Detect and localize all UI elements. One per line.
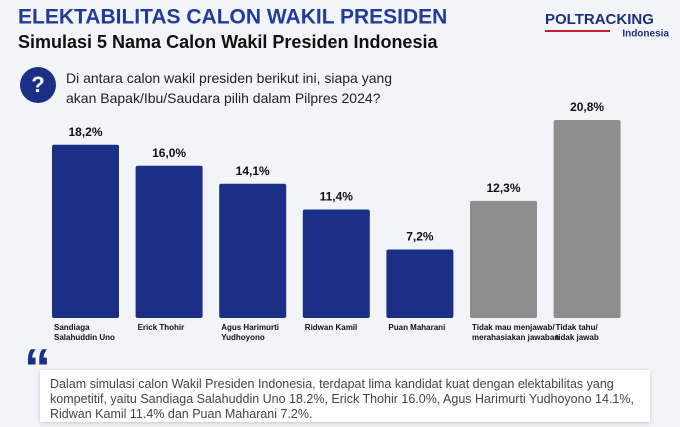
bar	[553, 120, 621, 318]
bar	[302, 209, 370, 318]
bar	[135, 165, 203, 318]
category-label: Erick Thohir	[137, 323, 185, 332]
subtitle: Simulasi 5 Nama Calon Wakil Presiden Ind…	[18, 32, 438, 52]
bar	[219, 183, 287, 318]
value-label: 18,2%	[68, 125, 102, 139]
logo-sub: Indonesia	[622, 29, 669, 40]
bar	[470, 200, 537, 318]
bar	[52, 144, 119, 318]
value-label: 16,0%	[152, 146, 186, 160]
quote-box: Dalam simulasi calon Wakil Presiden Indo…	[40, 370, 650, 422]
value-label: 11,4%	[320, 190, 354, 204]
quote-text: Dalam simulasi calon Wakil Presiden Indo…	[50, 377, 634, 421]
category-label: Puan Maharani	[388, 323, 446, 332]
logo: POLTRACKING	[545, 11, 654, 28]
value-label: 20,8%	[570, 100, 604, 114]
category-label: Tidak tahu/ tidak jawab	[555, 323, 599, 342]
category-label: Ridwan Kamil	[304, 323, 358, 332]
category-label: Tidak mau menjawab/ merahasiakan jawaban	[472, 323, 560, 342]
category-label: Sandiaga Salahuddin Uno	[54, 323, 115, 342]
value-label: 12,3%	[486, 181, 520, 195]
value-label: 7,2%	[406, 230, 434, 244]
question-text: Di antara calon wakil presiden berikut i…	[66, 70, 393, 106]
title: ELEKTABILITAS CALON WAKIL PRESIDEN	[18, 6, 447, 29]
value-label: 14,1%	[236, 164, 270, 178]
question-icon: ?	[31, 72, 44, 97]
question-icon-bg	[20, 67, 56, 103]
category-label: Agus Harimurti Yudhoyono	[221, 323, 279, 342]
bar	[386, 249, 454, 318]
